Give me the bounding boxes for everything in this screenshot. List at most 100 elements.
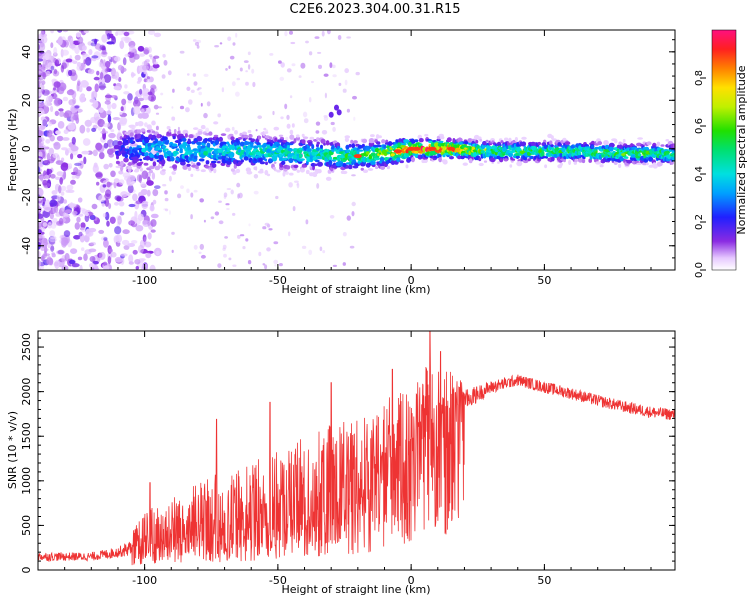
heatmap-cell [603,140,609,146]
heatmap-cell [92,149,98,157]
colorbar-tick-label: 0.0 [694,262,705,278]
heatmap-cell [587,150,593,155]
heatmap-cell [139,161,144,164]
heatmap-cell [101,77,106,84]
heatmap-cell [317,161,323,167]
heatmap-cell [87,68,95,75]
heatmap-cell [122,172,131,178]
heatmap-cell [305,169,310,175]
heatmap-cell [101,34,108,43]
heatmap-cell [590,145,595,149]
heatmap-cell [258,157,263,162]
heatmap-cell [286,165,291,170]
heatmap-cell [273,161,277,164]
heatmap-cell [308,141,313,145]
heatmap-cell [278,134,284,137]
heatmap-cell [39,42,46,52]
heatmap-cell [68,163,73,169]
heatmap-cell [303,118,309,124]
heatmap-cell [279,137,285,140]
heatmap-cell [351,143,356,149]
heatmap-cell [106,41,115,45]
heatmap-cell [264,264,268,270]
heatmap-cell [65,149,69,156]
heatmap-cell [123,31,130,37]
heatmap-cell [300,62,306,69]
heatmap-cell [410,138,415,144]
heatmap-cell [279,76,285,81]
heatmap-cell [244,140,248,146]
heatmap-cell [49,237,57,243]
heatmap-cell [117,140,123,146]
heatmap-cell [139,158,143,162]
colorbar-ticks: 0.0 0.2 0.4 0.6 0.8 [694,70,706,278]
heatmap-cell [581,158,586,164]
heatmap-cell [164,141,169,145]
spectrogram-ticks: -100 -50 0 50 -40 -20 0 20 40 [20,30,675,287]
heatmap-cell [192,39,197,42]
heatmap-cell [417,134,423,140]
heatmap-cell [440,135,445,140]
heatmap-cell [45,70,51,76]
heatmap-cell [154,185,161,190]
heatmap-cell [321,130,328,135]
heatmap-cell [109,216,116,224]
heatmap-cell [282,157,289,161]
heatmap-cell [86,127,90,133]
heatmap-cell [665,139,670,142]
heatmap-cell [180,159,187,162]
heatmap-cell [395,139,399,143]
heatmap-cell [226,208,230,210]
heatmap-cell [232,42,236,46]
heatmap-cell [117,215,122,225]
heatmap-cell [127,162,133,166]
heatmap-cell [45,139,51,144]
heatmap-cell [196,39,202,44]
heatmap-cell [119,211,125,216]
heatmap-cell [328,159,333,166]
heatmap-cell [293,138,297,144]
heatmap-cell [164,190,168,195]
heatmap-cell [187,73,190,76]
heatmap-cell [136,145,140,149]
heatmap-cell [482,141,487,145]
heatmap-cell [508,137,512,143]
heatmap-cell [186,163,191,167]
heatmap-cell [137,213,144,221]
heatmap-cell [245,70,248,73]
heatmap-cell [436,149,440,154]
heatmap-cell [190,173,194,177]
heatmap-cell [118,170,124,175]
heatmap-cell [62,137,70,141]
heatmap-cell [74,105,80,109]
heatmap-cell [298,158,305,161]
heatmap-cell [229,55,235,60]
heatmap-cell [196,162,201,166]
heatmap-cell [342,262,346,266]
heatmap-cell [223,253,227,258]
heatmap-cell [155,125,159,131]
heatmap-cell [288,158,294,164]
heatmap-cell [258,251,262,257]
y-tick-label: 0 [20,145,33,152]
heatmap-cell [106,33,111,40]
heatmap-cell [86,86,92,92]
heatmap-cell [503,158,508,162]
heatmap-cell [236,182,241,188]
heatmap-cell [140,188,148,196]
heatmap-cell [110,170,116,178]
heatmap-cell [64,110,73,118]
heatmap-cell [621,153,626,156]
heatmap-cell [81,62,86,71]
heatmap-cell [75,32,81,38]
heatmap-cell [93,112,100,121]
heatmap-cell [275,195,279,200]
heatmap-cell [325,176,332,181]
heatmap-cell [151,130,156,134]
heatmap-cell [347,164,353,170]
heatmap-cell [74,222,81,230]
heatmap-cell [107,148,114,155]
heatmap-cell [424,133,429,137]
heatmap-cell [168,175,172,182]
heatmap-cell [143,236,147,245]
